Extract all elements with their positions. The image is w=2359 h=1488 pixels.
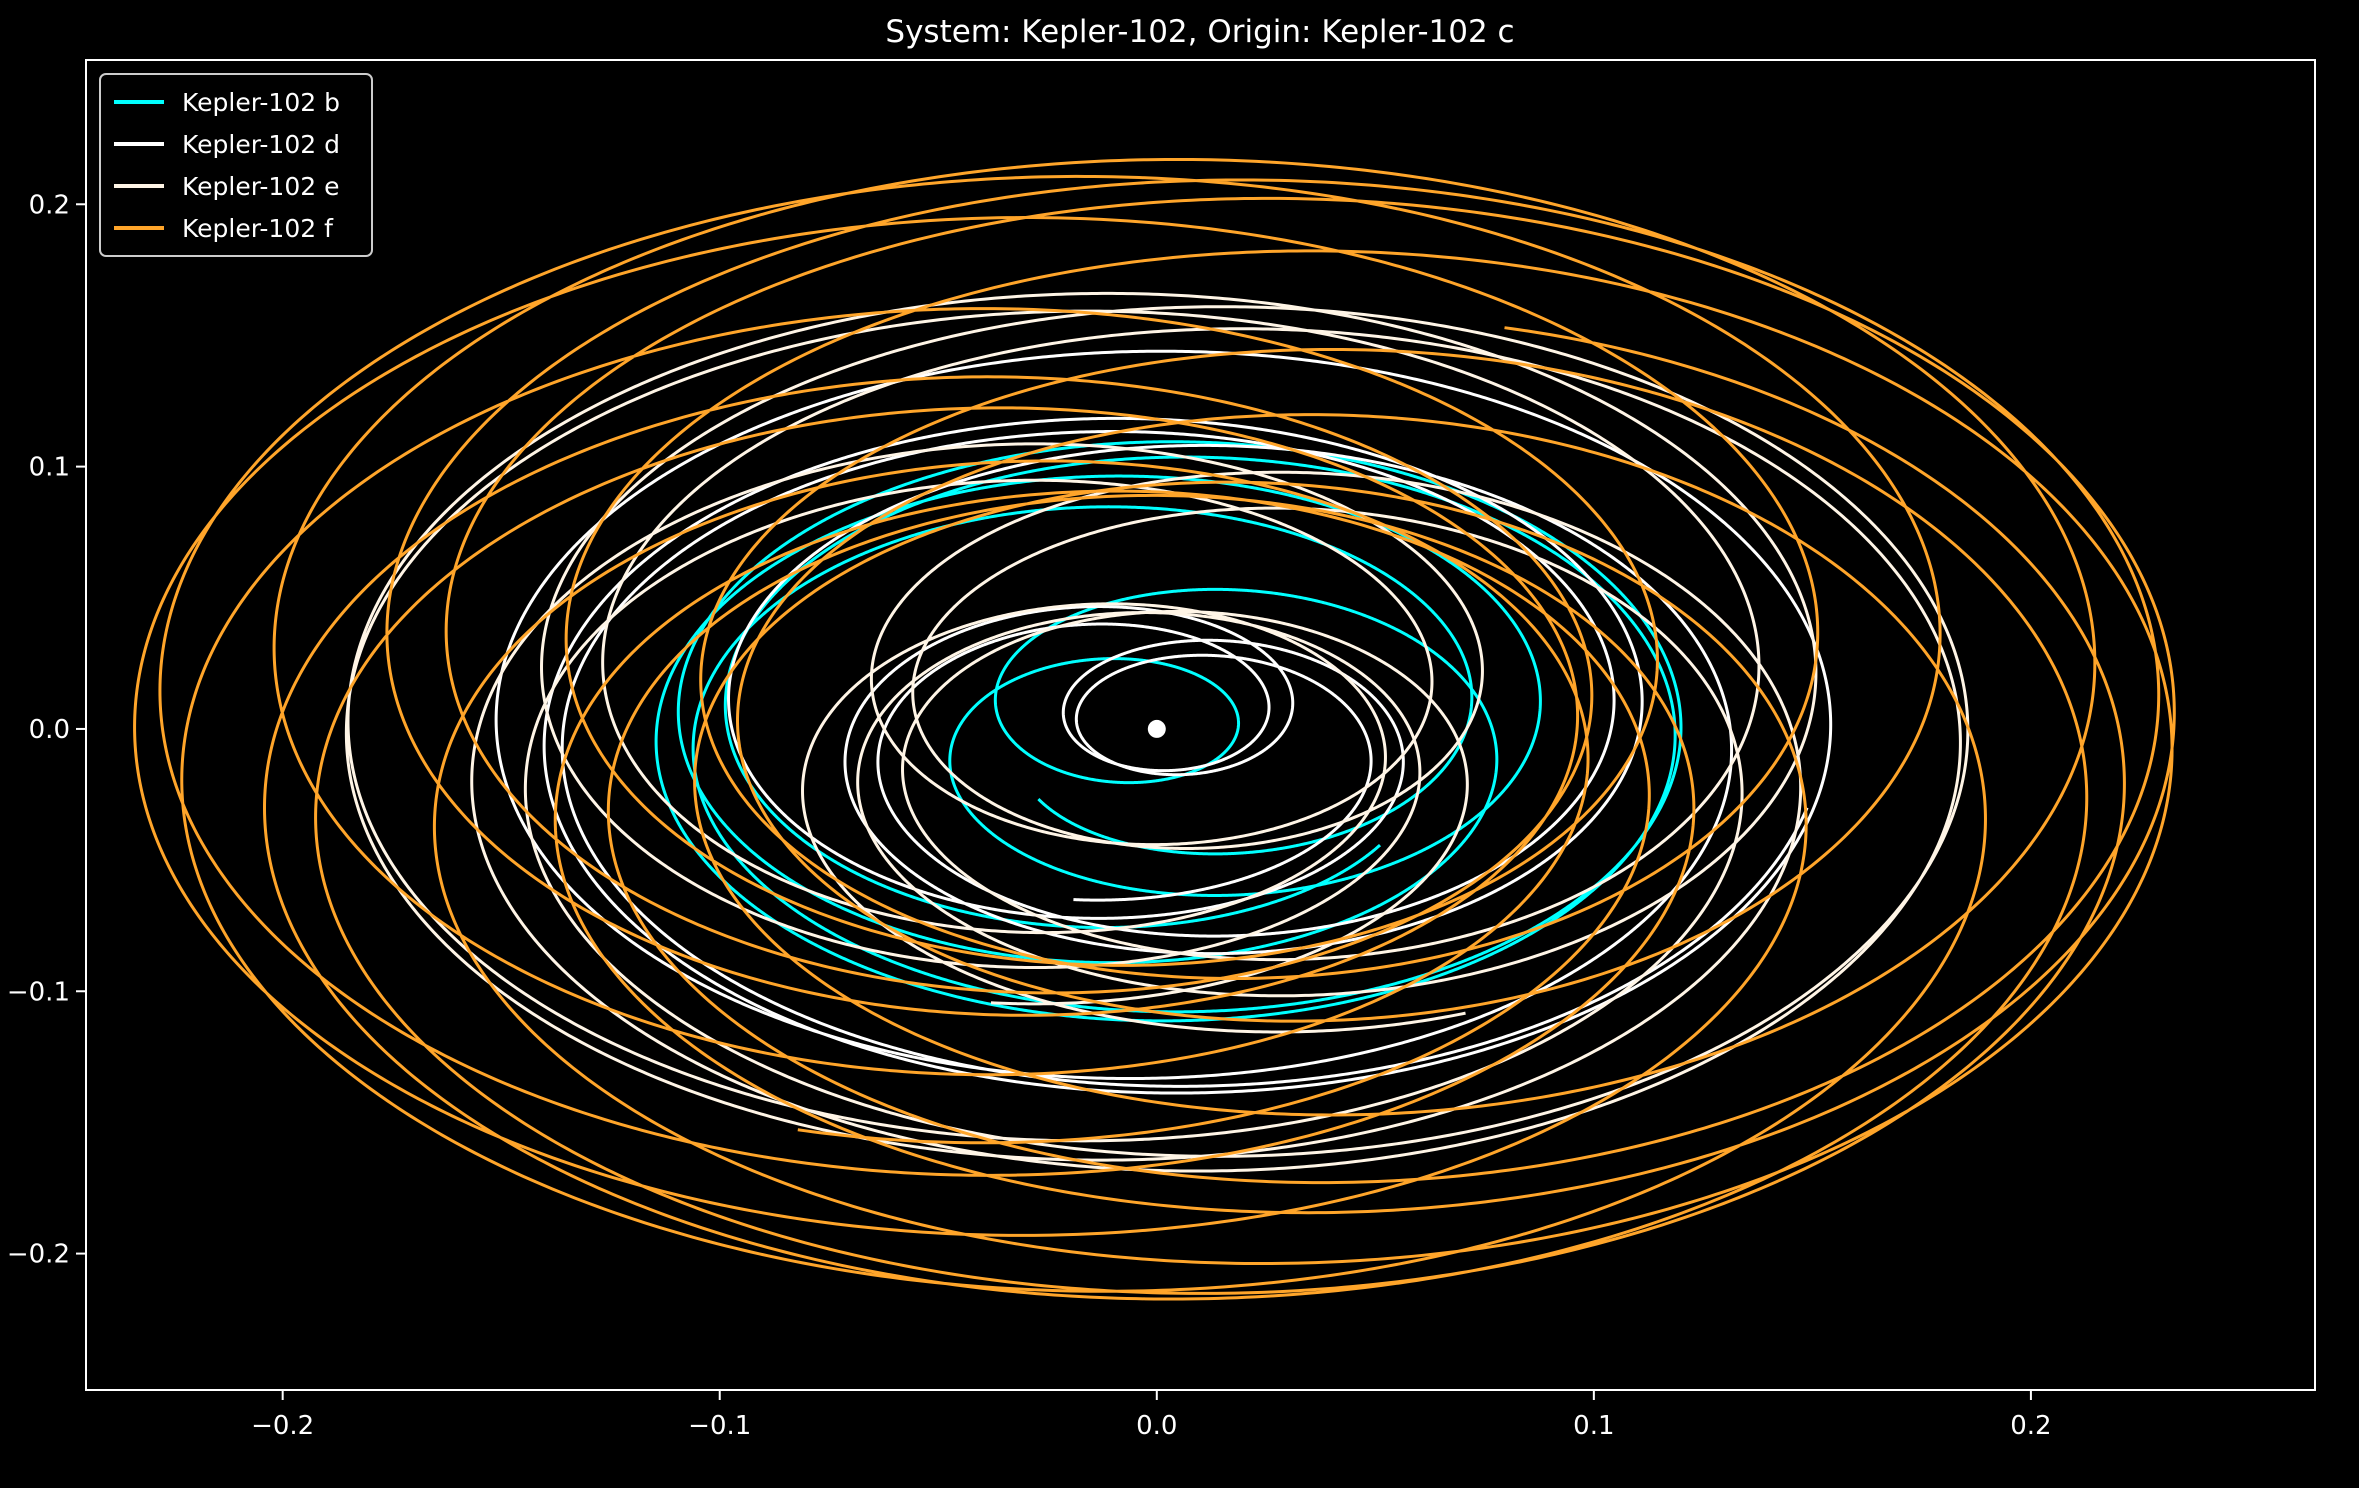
series-line-kepler-102-f: [133, 157, 2176, 1301]
y-axis: 0.2 0.1 0.0 −0.1 −0.2: [7, 190, 86, 1270]
legend: Kepler-102 b Kepler-102 d Kepler-102 e Kepl…: [99, 73, 373, 257]
series-line-kepler-102-d: [494, 349, 1833, 1095]
legend-label-kepler-102-b: Kepler-102 b: [182, 88, 340, 117]
legend-label-kepler-102-f: Kepler-102 f: [182, 214, 334, 243]
y-tick-label: −0.1: [7, 977, 70, 1007]
legend-box: [99, 73, 373, 257]
y-tick-label: 0.0: [29, 715, 70, 745]
legend-label-kepler-102-e: Kepler-102 e: [182, 172, 339, 201]
y-tick-label: 0.2: [29, 190, 70, 220]
plot-frame: [85, 59, 2316, 1391]
x-tick-label: −0.2: [251, 1411, 314, 1441]
legend-label-kepler-102-d: Kepler-102 d: [182, 130, 340, 159]
x-axis: −0.2 −0.1 0.0 0.1 0.2: [251, 1390, 2052, 1441]
series-line-kepler-102-b: [654, 440, 1683, 1023]
chart-title: System: Kepler-102, Origin: Kepler-102 c: [885, 14, 1514, 50]
series-layer: [133, 157, 2176, 1301]
series-line-kepler-102-e: [344, 291, 1970, 1173]
x-tick-label: 0.2: [2010, 1411, 2051, 1441]
origin-marker: [1147, 719, 1166, 738]
x-tick-label: −0.1: [688, 1411, 751, 1441]
x-tick-label: 0.1: [1573, 1411, 1614, 1441]
y-tick-label: −0.2: [7, 1240, 70, 1270]
x-tick-label: 0.0: [1136, 1411, 1177, 1441]
y-tick-label: 0.1: [29, 453, 70, 483]
